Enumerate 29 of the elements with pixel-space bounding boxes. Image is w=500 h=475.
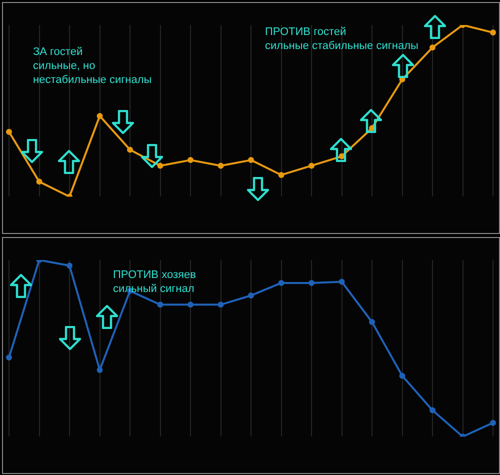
point [218,162,224,169]
point [490,420,496,426]
point [399,372,406,379]
point [127,146,133,153]
point [278,172,284,178]
point [338,278,345,285]
annotation: ПРОТИВ хозяев сильный сигнал [113,268,196,296]
point [278,280,284,286]
annotation: ЗА гостей сильные, но нестабильные сигналы [33,45,152,87]
point [157,302,164,308]
annotation: ПРОТИВ гостей сильные стабильные сигналы [265,25,418,53]
point [188,302,194,308]
point [66,262,72,269]
point [96,112,103,119]
point [218,302,224,308]
point [430,44,436,50]
point [96,367,103,374]
point [6,354,12,360]
point [248,292,254,298]
point [308,162,314,169]
point [6,128,12,135]
point [308,280,314,286]
point [36,178,42,185]
point [490,30,496,36]
point [188,157,194,164]
point [248,157,254,164]
point [157,162,164,169]
point [430,407,436,414]
point [369,318,375,325]
